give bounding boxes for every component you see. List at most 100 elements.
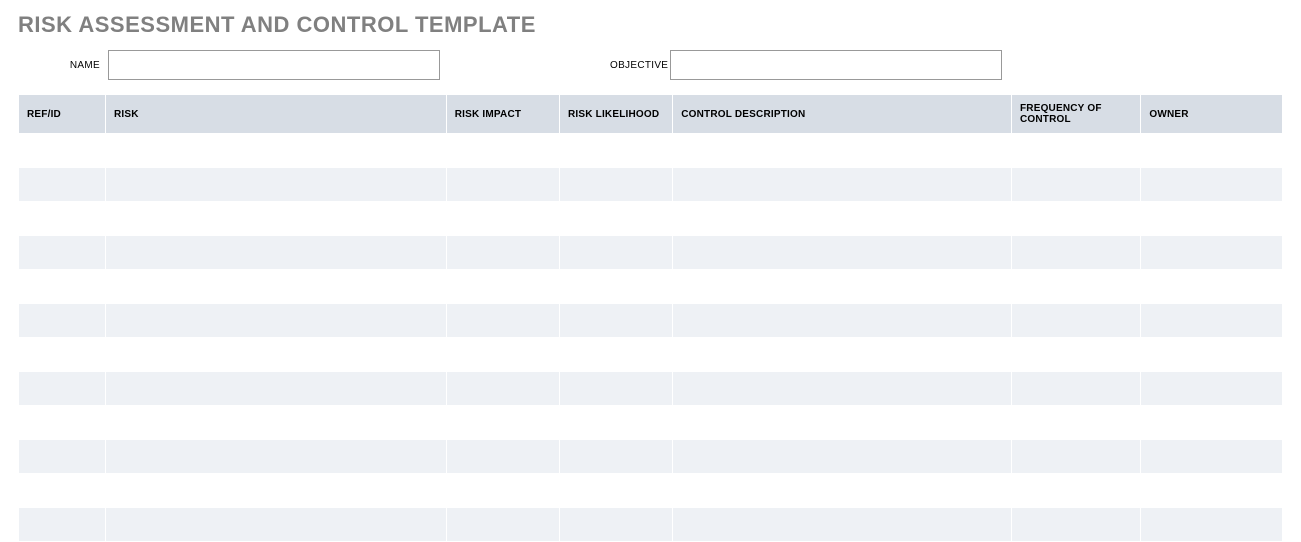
table-cell[interactable]	[559, 440, 672, 474]
col-header-freq: FREQUENCY OF CONTROL	[1011, 95, 1140, 134]
table-cell[interactable]	[1141, 202, 1283, 236]
table-cell[interactable]	[673, 236, 1012, 270]
table-cell[interactable]	[105, 202, 446, 236]
table-cell[interactable]	[19, 440, 106, 474]
table-cell[interactable]	[559, 202, 672, 236]
table-cell[interactable]	[1141, 270, 1283, 304]
table-cell[interactable]	[1011, 508, 1140, 542]
table-cell[interactable]	[1011, 474, 1140, 508]
table-cell[interactable]	[105, 508, 446, 542]
table-cell[interactable]	[105, 134, 446, 168]
table-cell[interactable]	[673, 440, 1012, 474]
table-cell[interactable]	[1011, 372, 1140, 406]
table-cell[interactable]	[105, 372, 446, 406]
table-cell[interactable]	[673, 134, 1012, 168]
table-cell[interactable]	[446, 508, 559, 542]
table-cell[interactable]	[1011, 406, 1140, 440]
table-cell[interactable]	[19, 338, 106, 372]
table-cell[interactable]	[446, 406, 559, 440]
table-cell[interactable]	[446, 202, 559, 236]
table-cell[interactable]	[559, 372, 672, 406]
table-cell[interactable]	[105, 270, 446, 304]
table-cell[interactable]	[559, 304, 672, 338]
table-cell[interactable]	[1011, 168, 1140, 202]
table-cell[interactable]	[105, 338, 446, 372]
table-cell[interactable]	[19, 168, 106, 202]
table-cell[interactable]	[1141, 406, 1283, 440]
table-cell[interactable]	[1011, 236, 1140, 270]
table-cell[interactable]	[446, 134, 559, 168]
table-cell[interactable]	[446, 304, 559, 338]
table-cell[interactable]	[559, 236, 672, 270]
table-cell[interactable]	[673, 406, 1012, 440]
table-cell[interactable]	[1141, 474, 1283, 508]
table-cell[interactable]	[559, 474, 672, 508]
table-row	[19, 168, 1283, 202]
name-field-group: NAME	[18, 50, 440, 80]
table-cell[interactable]	[446, 168, 559, 202]
table-cell[interactable]	[105, 440, 446, 474]
table-cell[interactable]	[105, 236, 446, 270]
col-header-refid: REF/ID	[19, 95, 106, 134]
table-cell[interactable]	[673, 270, 1012, 304]
table-cell[interactable]	[1141, 440, 1283, 474]
objective-input[interactable]	[670, 50, 1002, 80]
table-cell[interactable]	[673, 474, 1012, 508]
table-row	[19, 474, 1283, 508]
table-row	[19, 236, 1283, 270]
table-cell[interactable]	[673, 372, 1012, 406]
table-cell[interactable]	[1011, 440, 1140, 474]
table-cell[interactable]	[105, 168, 446, 202]
table-cell[interactable]	[559, 406, 672, 440]
table-cell[interactable]	[19, 406, 106, 440]
table-cell[interactable]	[446, 270, 559, 304]
name-input[interactable]	[108, 50, 440, 80]
table-cell[interactable]	[446, 474, 559, 508]
table-cell[interactable]	[1011, 270, 1140, 304]
table-cell[interactable]	[559, 338, 672, 372]
table-cell[interactable]	[1141, 304, 1283, 338]
table-cell[interactable]	[559, 134, 672, 168]
col-header-risk: RISK	[105, 95, 446, 134]
table-cell[interactable]	[19, 304, 106, 338]
table-cell[interactable]	[105, 406, 446, 440]
table-cell[interactable]	[1141, 168, 1283, 202]
table-cell[interactable]	[673, 508, 1012, 542]
table-cell[interactable]	[19, 508, 106, 542]
table-cell[interactable]	[446, 338, 559, 372]
table-cell[interactable]	[19, 474, 106, 508]
table-cell[interactable]	[19, 202, 106, 236]
table-cell[interactable]	[105, 474, 446, 508]
table-cell[interactable]	[19, 134, 106, 168]
table-cell[interactable]	[1011, 338, 1140, 372]
table-row	[19, 372, 1283, 406]
table-cell[interactable]	[673, 168, 1012, 202]
table-row	[19, 270, 1283, 304]
table-cell[interactable]	[19, 270, 106, 304]
table-cell[interactable]	[1011, 134, 1140, 168]
table-cell[interactable]	[105, 304, 446, 338]
table-cell[interactable]	[1011, 202, 1140, 236]
page-container: RISK ASSESSMENT AND CONTROL TEMPLATE NAM…	[0, 0, 1301, 542]
risk-table-head: REF/ID RISK RISK IMPACT RISK LIKELIHOOD …	[19, 95, 1283, 134]
table-cell[interactable]	[559, 168, 672, 202]
table-cell[interactable]	[1011, 304, 1140, 338]
table-cell[interactable]	[1141, 236, 1283, 270]
table-cell[interactable]	[1141, 338, 1283, 372]
table-row	[19, 202, 1283, 236]
table-cell[interactable]	[19, 236, 106, 270]
table-cell[interactable]	[1141, 134, 1283, 168]
table-cell[interactable]	[1141, 508, 1283, 542]
table-cell[interactable]	[673, 202, 1012, 236]
table-row	[19, 406, 1283, 440]
table-cell[interactable]	[673, 338, 1012, 372]
table-cell[interactable]	[19, 372, 106, 406]
table-cell[interactable]	[446, 440, 559, 474]
table-cell[interactable]	[446, 236, 559, 270]
objective-field-group: OBJECTIVE	[610, 50, 1002, 80]
table-cell[interactable]	[559, 508, 672, 542]
table-cell[interactable]	[1141, 372, 1283, 406]
table-cell[interactable]	[446, 372, 559, 406]
table-cell[interactable]	[673, 304, 1012, 338]
table-cell[interactable]	[559, 270, 672, 304]
